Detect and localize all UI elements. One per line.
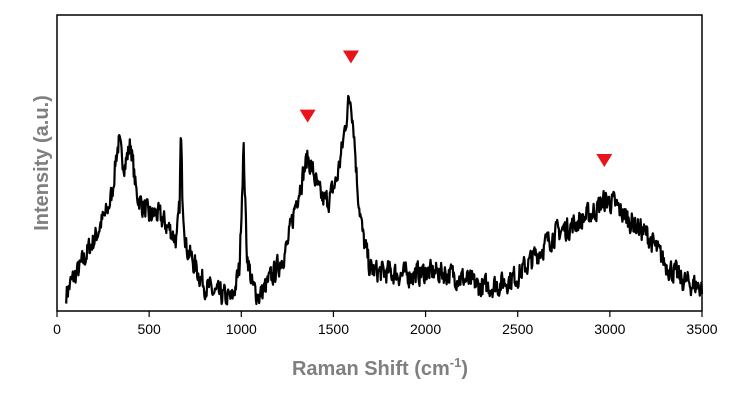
spectrum-line [65, 94, 704, 306]
x-tick-label: 2500 [502, 321, 533, 337]
peak-marker-triangle [342, 50, 359, 64]
peak-marker-triangle [596, 154, 613, 168]
x-tick-label: 3000 [594, 321, 625, 337]
x-tick-label: 1000 [226, 321, 257, 337]
peak-markers [299, 50, 613, 168]
x-tick-label: 2000 [410, 321, 441, 337]
x-axis-title: Raman Shift (cm-1) [292, 355, 468, 380]
x-tick-label: 0 [53, 321, 61, 337]
x-tick-label: 1500 [318, 321, 349, 337]
x-tick-label: 500 [137, 321, 161, 337]
peak-marker-triangle [299, 109, 316, 123]
x-axis-tick-labels: 0 500 1000 1500 2000 2500 3000 3500 [53, 321, 718, 337]
plot-area-border [56, 14, 703, 312]
y-axis-title: Intensity (a.u.) [31, 95, 53, 231]
x-axis [56, 311, 703, 317]
x-tick-label: 3500 [686, 321, 717, 337]
